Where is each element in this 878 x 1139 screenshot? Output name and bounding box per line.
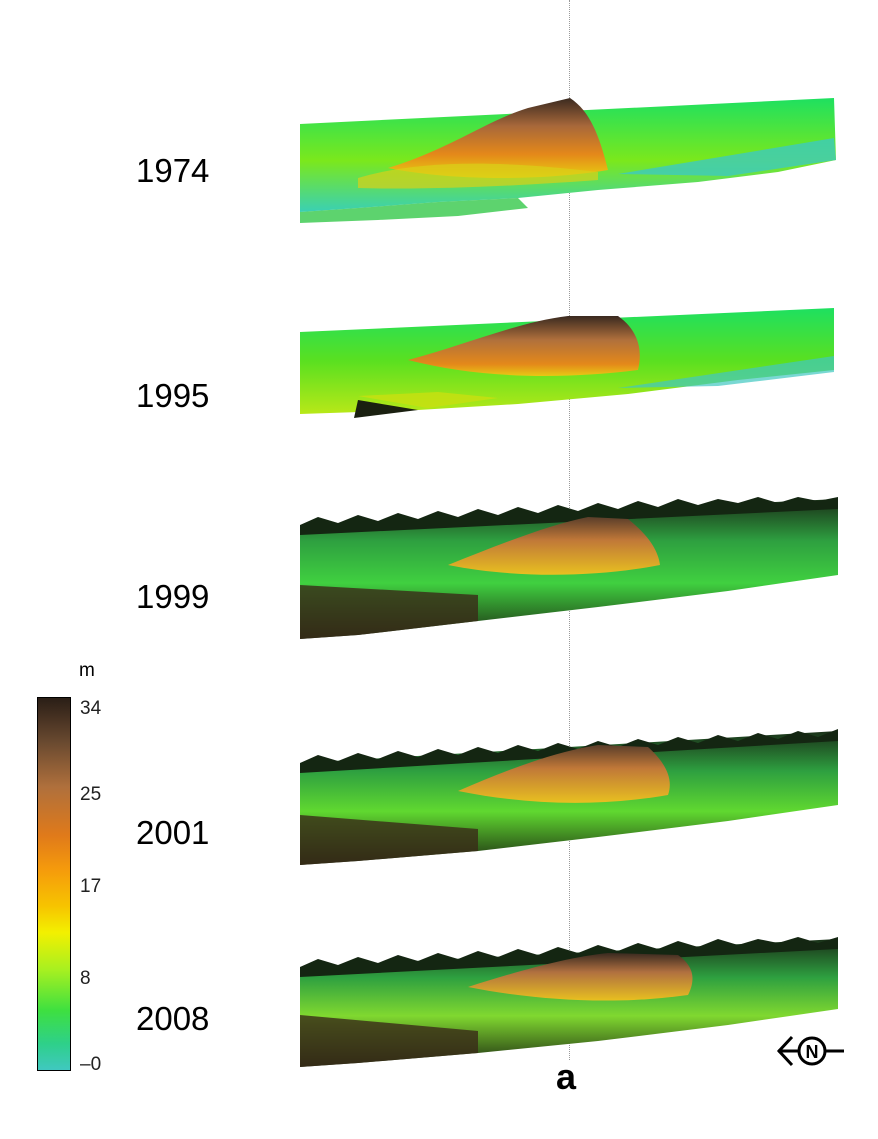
- panel-label: a: [556, 1056, 577, 1097]
- year-label-2001: 2001: [136, 814, 210, 851]
- year-label-1999: 1999: [136, 578, 210, 615]
- terrain-panel-1974: [300, 98, 836, 223]
- north-arrow-letter: N: [806, 1042, 819, 1062]
- colorbar-tick-8: 8: [80, 968, 91, 989]
- north-arrow-icon: N: [776, 1035, 844, 1067]
- terrain-panel-2008: [300, 937, 838, 1067]
- year-label-1995: 1995: [136, 377, 210, 414]
- colorbar-tick-34: 34: [80, 698, 102, 719]
- elevation-colorbar: [37, 697, 71, 1071]
- year-label-1974: 1974: [136, 152, 210, 189]
- terrain-panel-1995: [300, 308, 834, 418]
- terrain-panel-1999: [300, 497, 838, 639]
- terrain-panel-2001: [300, 729, 838, 865]
- year-label-2008: 2008: [136, 1000, 210, 1037]
- colorbar-tick-17: 17: [80, 876, 102, 897]
- colorbar-tick-0: –0: [80, 1054, 102, 1075]
- colorbar-tick-25: 25: [80, 784, 102, 805]
- colorbar-unit-label: m: [79, 660, 95, 681]
